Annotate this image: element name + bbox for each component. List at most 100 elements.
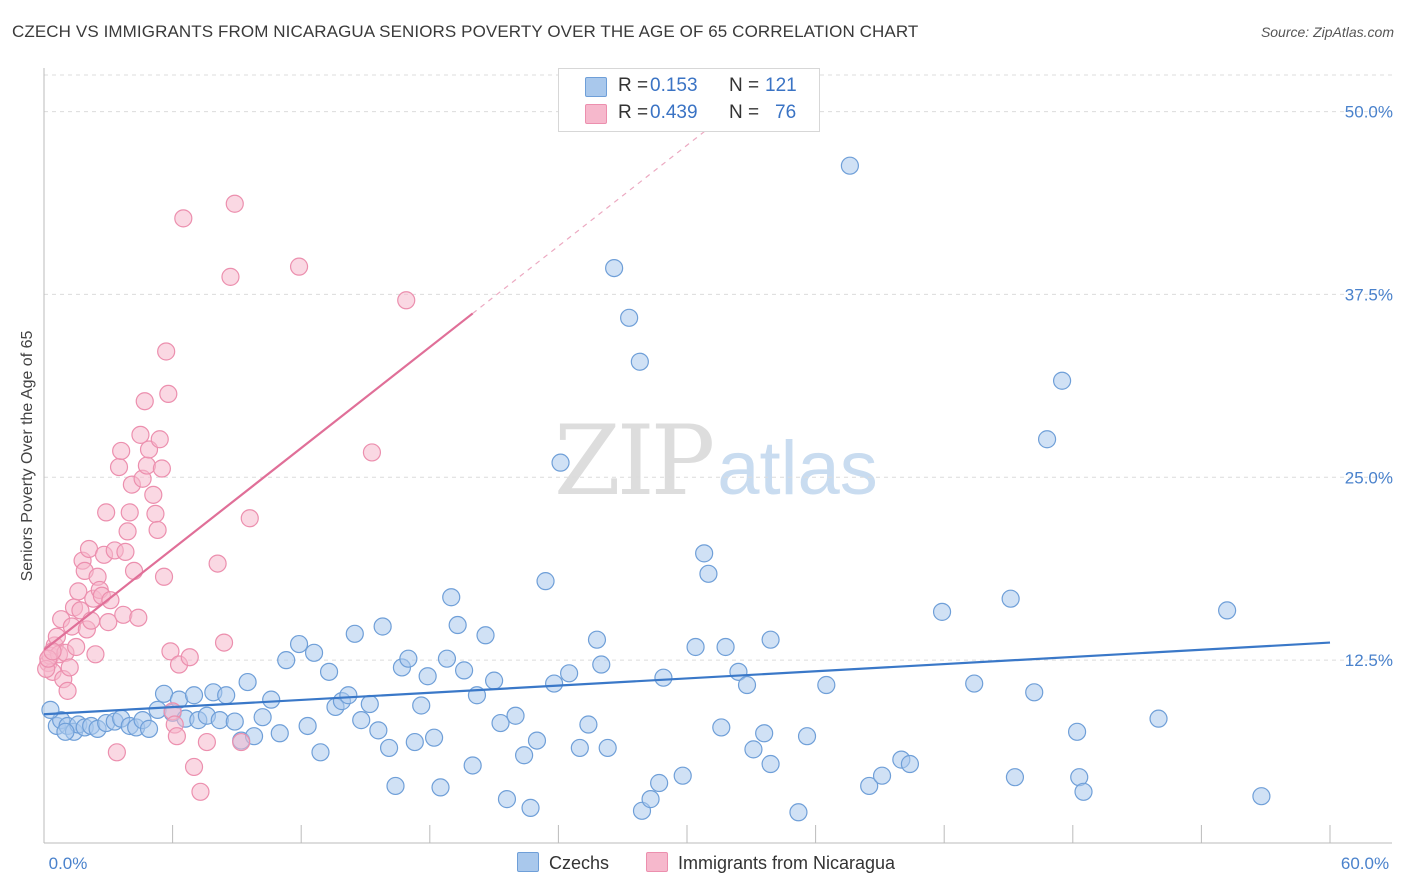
source-label: Source: ZipAtlas.com	[1260, 24, 1394, 40]
czech-point	[491, 713, 510, 733]
nicaragua-point	[362, 443, 382, 462]
czech-point	[965, 674, 984, 693]
czech-point	[789, 803, 808, 822]
czech-point	[339, 686, 358, 705]
nicaragua-point	[157, 342, 176, 361]
czech-point	[418, 667, 437, 686]
czech-point	[695, 544, 714, 563]
nicaragua-point	[289, 257, 309, 276]
nicaragua-point	[118, 522, 137, 541]
nicaragua-point	[129, 608, 148, 627]
czech-point	[412, 696, 431, 715]
czech-point	[932, 602, 952, 621]
bottom-legend-label: Immigrants from Nicaragua	[678, 853, 896, 873]
czech-point	[352, 711, 371, 730]
czech-point	[1252, 787, 1271, 806]
czech-point	[184, 686, 204, 705]
czech-point	[598, 738, 617, 758]
czech-point	[686, 637, 705, 657]
czech-point	[579, 715, 598, 734]
nicaragua-point	[208, 554, 227, 573]
czech-point	[506, 706, 525, 725]
nicaragua-trend-extension	[472, 111, 731, 314]
czech-point	[1025, 683, 1044, 702]
czech-point	[298, 716, 317, 736]
czech-point	[148, 700, 167, 719]
czech-point	[797, 727, 817, 746]
czech-point	[369, 721, 388, 740]
czech-point	[1001, 589, 1020, 608]
nicaragua-point	[191, 782, 210, 801]
legend-n-label: N =	[729, 75, 760, 96]
legend-r-value: 0.153	[650, 75, 698, 96]
czech-point	[399, 649, 418, 668]
nicaragua-point	[144, 485, 163, 504]
czech-point	[1218, 601, 1237, 620]
nicaragua-point	[174, 209, 193, 228]
czech-point	[712, 718, 731, 737]
nicaragua-point	[101, 591, 120, 610]
czech-point	[289, 634, 309, 654]
czech-point	[737, 675, 757, 695]
czech-point	[527, 731, 547, 750]
x-tick-label: 0.0%	[49, 854, 88, 873]
legend-swatch-pink	[585, 104, 607, 124]
legend-n-value: 76	[775, 102, 797, 123]
nicaragua-point	[397, 291, 416, 310]
correlation-legend: R = 0.153 N = 121 R = 0.439 N = 76	[558, 68, 820, 132]
y-tick-label: 12.5%	[1345, 651, 1393, 670]
czech-point	[253, 708, 272, 727]
czech-point	[210, 711, 229, 730]
nicaragua-point	[167, 727, 186, 746]
czech-point	[345, 624, 364, 643]
nicaragua-point	[99, 613, 118, 632]
czech-point	[872, 766, 892, 785]
nicaragua-point	[197, 732, 216, 752]
y-tick-label: 37.5%	[1345, 285, 1393, 304]
nicaragua-trend-line	[43, 312, 474, 651]
czech-point	[744, 740, 763, 759]
y-tick-label: 25.0%	[1345, 468, 1393, 487]
nicaragua-point	[112, 441, 131, 461]
czech-point	[442, 588, 461, 607]
nicaragua-point	[150, 430, 169, 449]
czech-point	[551, 453, 570, 472]
czech-point	[545, 674, 564, 693]
czech-point	[497, 790, 517, 809]
czech-point	[1149, 709, 1168, 728]
nicaragua-point	[137, 456, 156, 475]
czech-point	[238, 672, 257, 692]
czech-point	[56, 722, 75, 741]
nicaragua-point	[161, 642, 180, 661]
czech-point	[761, 630, 780, 649]
czech-point	[360, 694, 379, 714]
watermark: ZIPatlas	[554, 405, 878, 517]
czech-point	[521, 798, 540, 817]
nicaragua-point	[180, 648, 199, 667]
nicaragua-point	[97, 503, 116, 522]
bottom-legend-nicaragua[interactable]: Immigrants from Nicaragua	[646, 852, 895, 874]
czech-point	[716, 637, 735, 657]
nicaragua-point	[225, 194, 244, 213]
czech-point	[454, 661, 474, 680]
nicaragua-point	[86, 645, 105, 664]
czech-point	[373, 617, 392, 636]
czech-point	[311, 743, 330, 762]
nicaragua-point	[232, 732, 251, 752]
czech-point	[476, 626, 495, 645]
y-tick-label: 50.0%	[1345, 103, 1393, 122]
nicaragua-point	[69, 582, 88, 601]
czech-point	[431, 778, 450, 797]
czech-point	[605, 258, 624, 278]
czech-point	[139, 719, 159, 738]
czech-point	[755, 724, 774, 743]
chart-title: CZECH VS IMMIGRANTS FROM NICARAGUA SENIO…	[12, 22, 919, 41]
czech-point	[424, 728, 444, 747]
bottom-legend-czechs[interactable]: Czechs	[517, 852, 609, 874]
czech-point	[485, 671, 504, 690]
czech-point	[570, 738, 589, 758]
czech-point	[270, 724, 289, 743]
czech-trend-line	[43, 641, 1331, 716]
nicaragua-point	[114, 605, 133, 624]
